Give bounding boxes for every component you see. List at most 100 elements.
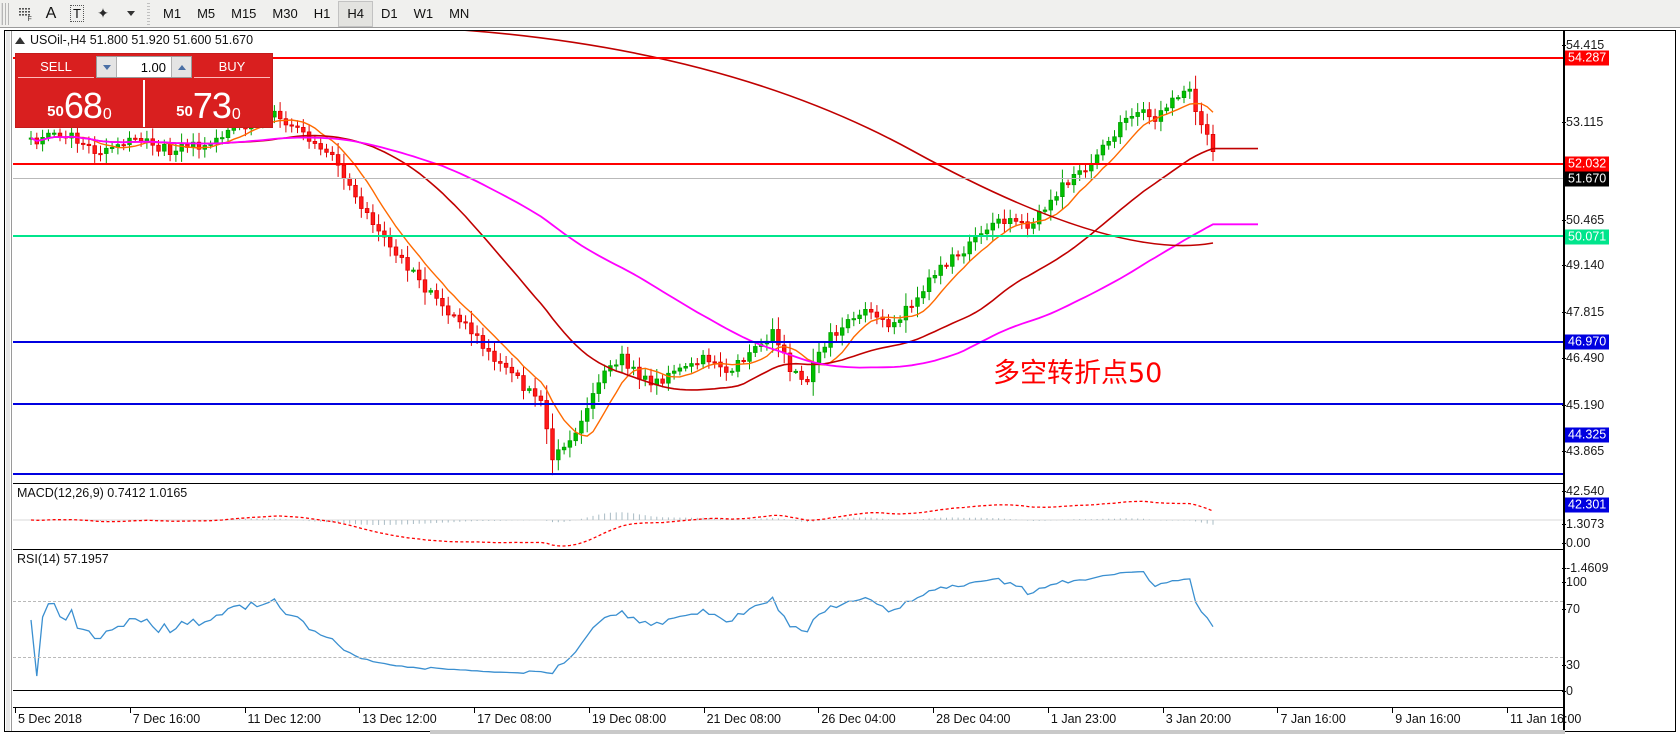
- time-tick-label: 1 Jan 23:00: [1050, 712, 1117, 726]
- chart-horizontal-scrollbar[interactable]: [430, 730, 1565, 734]
- buy-price-main: 73: [192, 85, 232, 126]
- time-tick-mark: [474, 707, 476, 713]
- macd-pane[interactable]: MACD(12,26,9) 0.7412 1.0165: [13, 484, 1565, 549]
- time-tick-mark: [244, 707, 246, 713]
- price-tick-43865: 43.865: [1561, 444, 1605, 458]
- price-series-plot: [28, 31, 1258, 476]
- timeframe-h1[interactable]: H1: [313, 6, 331, 21]
- price-tick-50465: 50.465: [1561, 213, 1605, 227]
- text-label-icon[interactable]: T: [64, 2, 90, 26]
- time-tick-mark: [818, 707, 820, 713]
- volume-decrease-button[interactable]: [97, 57, 117, 77]
- time-tick-label: 26 Dec 04:00: [821, 712, 896, 726]
- sell-price-prefix: 50: [47, 103, 64, 120]
- timeframe-w1[interactable]: W1: [413, 6, 434, 21]
- rsi-tick-70: 70: [1562, 602, 1580, 616]
- price-tick-54415: 54.415: [1561, 38, 1605, 52]
- symbol-ohlc-text: USOil-,H4 51.800 51.920 51.600 51.670: [30, 33, 254, 47]
- timeframe-mn[interactable]: MN: [449, 6, 470, 21]
- rsi-level-70: [13, 601, 1563, 602]
- sell-quote[interactable]: 50 68 0: [16, 80, 143, 127]
- time-tick-mark: [588, 707, 590, 713]
- buy-quote[interactable]: 50 73 0: [143, 80, 272, 127]
- time-tick-mark: [1507, 707, 1508, 713]
- price-tag-42301: 42.301: [1565, 497, 1610, 513]
- price-tag-44325: 44.325: [1565, 427, 1610, 443]
- svg-text:F: F: [28, 16, 32, 22]
- time-tick-label: 17 Dec 08:00: [477, 712, 552, 726]
- toolbar: F A T ✦ M1 M5 M15 M30 H1 H4 D1 W1 MN: [0, 0, 1680, 28]
- price-axis[interactable]: 54.415 54.287 53.115 52.032 51.670 50.46…: [1561, 31, 1675, 731]
- time-tick-label: 9 Jan 16:00: [1395, 712, 1461, 726]
- time-tick-label: 13 Dec 12:00: [362, 712, 437, 726]
- price-tag-50071: 50.071: [1565, 229, 1610, 245]
- sell-button[interactable]: SELL: [18, 56, 94, 78]
- level-line-50071: [13, 235, 1563, 237]
- volume-value[interactable]: 1.00: [140, 59, 166, 75]
- time-tick-label: 28 Dec 04:00: [936, 712, 1011, 726]
- volume-increase-button[interactable]: [171, 57, 191, 77]
- sell-price-main: 68: [63, 85, 103, 126]
- time-tick-mark: [129, 707, 131, 713]
- rsi-tick-100: 100: [1562, 575, 1587, 589]
- one-click-trading-panel: SELL 1.00 BUY 50 68 0 50 73 0: [15, 53, 273, 128]
- time-axis[interactable]: 5 Dec 2018 7 Dec 16:00 11 Dec 12:00 13 Dec …: [13, 707, 1581, 731]
- time-tick-mark: [933, 707, 935, 713]
- time-tick-mark: [359, 707, 361, 713]
- level-line-54287: [13, 57, 1563, 59]
- price-tick-46490: 46.490: [1561, 351, 1605, 365]
- macd-plot: [13, 500, 1565, 547]
- grid-icon[interactable]: F: [12, 2, 38, 26]
- time-tick-mark: [1047, 707, 1049, 713]
- level-line-46970: [13, 341, 1563, 343]
- price-tag-46970: 46.970: [1565, 334, 1610, 350]
- separator-rsi-axis: [13, 690, 1563, 691]
- timeframe-m1[interactable]: M1: [163, 6, 182, 21]
- chart-annotation-text: 多空转折点50: [993, 358, 1163, 389]
- level-line-52032: [13, 163, 1563, 165]
- rsi-tick-30: 30: [1562, 658, 1580, 672]
- price-tag-51670: 51.670: [1565, 171, 1610, 187]
- price-tag-54287: 54.287: [1565, 50, 1610, 66]
- toolbar-grip[interactable]: [1, 2, 10, 25]
- buy-price-fraction: 0: [231, 106, 241, 123]
- trade-quotes: 50 68 0 50 73 0: [16, 80, 272, 127]
- time-tick-mark: [703, 707, 705, 713]
- time-tick-label: 19 Dec 08:00: [591, 712, 667, 726]
- timeframe-h4[interactable]: H4: [338, 0, 373, 27]
- time-tick-mark: [1277, 707, 1279, 713]
- objects-dropdown-icon[interactable]: [116, 2, 142, 26]
- level-line-44325: [13, 403, 1563, 405]
- timeframe-m15[interactable]: M15: [231, 6, 257, 21]
- macd-tick-lower: -1.4609: [1561, 561, 1609, 575]
- timeframe-m30[interactable]: M30: [272, 6, 298, 21]
- collapse-arrow-icon[interactable]: [15, 36, 25, 44]
- toolbar-separator: [147, 2, 150, 25]
- timeframe-m5[interactable]: M5: [197, 6, 216, 21]
- timeframe-d1[interactable]: D1: [380, 6, 398, 21]
- time-tick-mark: [1392, 707, 1394, 713]
- price-tick-53115: 53.115: [1561, 115, 1604, 129]
- price-tag-52032: 52.032: [1565, 156, 1610, 172]
- text-A-icon[interactable]: A: [45, 4, 57, 22]
- buy-button[interactable]: BUY: [194, 56, 270, 78]
- separator-macd-rsi: [13, 549, 1563, 550]
- price-tick-49140: 49.140: [1561, 258, 1605, 272]
- macd-tick-zero: 0.00: [1561, 536, 1591, 550]
- rsi-level-30: [13, 657, 1563, 658]
- time-tick-label: 21 Dec 08:00: [706, 712, 781, 726]
- buy-price-prefix: 50: [176, 103, 193, 120]
- chart-vertical-scrollbar[interactable]: [5, 31, 12, 731]
- time-tick-label: 11 Jan 16:00: [1510, 712, 1582, 726]
- time-tick-label: 7 Dec 16:00: [132, 712, 201, 726]
- volume-stepper[interactable]: 1.00: [96, 56, 192, 78]
- time-tick-label: 11 Dec 12:00: [247, 712, 321, 726]
- rsi-pane[interactable]: RSI(14) 57.1957: [13, 550, 1563, 690]
- objects-icon[interactable]: ✦: [97, 5, 109, 21]
- trade-controls: SELL 1.00 BUY: [16, 54, 272, 80]
- time-tick-label: 5 Dec 2018: [18, 712, 82, 726]
- sell-price-fraction: 0: [102, 106, 112, 123]
- level-line-42301: [13, 473, 1563, 475]
- price-tick-47815: 47.815: [1561, 305, 1605, 319]
